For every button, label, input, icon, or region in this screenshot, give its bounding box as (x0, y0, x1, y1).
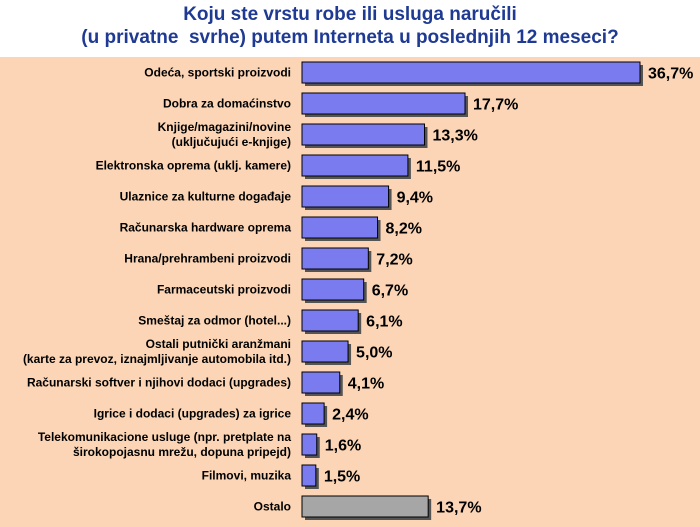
category-label: Smeštaj za odmor (hotel...) (138, 314, 291, 328)
bar (301, 92, 466, 115)
category-label: Računarski softver i njihovi dodaci (upg… (27, 376, 291, 390)
plot-area: 36,7% Odeća, sportski proizvodi 17,7% Dobra… (0, 57, 700, 527)
bar (301, 61, 641, 84)
data-label: 17,7% (473, 97, 518, 114)
bar (301, 247, 369, 270)
chart-title: Koju ste vrstu robe ili usluga naručili … (0, 0, 700, 56)
category-label: Računarska hardware oprema (120, 221, 292, 235)
data-label: 9,4% (397, 190, 433, 207)
bar (301, 464, 317, 487)
category-label: Knjige/magazini/novine (uključujući e-knj… (158, 120, 292, 149)
data-label: 13,7% (436, 500, 481, 517)
chart-title-line-1: Koju ste vrstu robe ili usluga naručili (183, 4, 517, 25)
category-label-line: Hrana/prehrambeni proizvodi (124, 252, 291, 266)
category-label: Ostalo (254, 500, 291, 514)
category-label-line: Ostali putnički aranžmani (146, 337, 291, 351)
bar (301, 185, 390, 208)
chart-title-line-2: (u privatne svrhe) putem Interneta u pos… (81, 27, 619, 48)
category-label-line: Telekomunikacione usluge (npr. pretplate… (38, 430, 291, 444)
category-label-line: (karte za prevoz, iznajmljivanje automob… (23, 352, 291, 366)
data-label: 36,7% (648, 66, 693, 83)
category-label: Ostali putnički aranžmani (karte za prevo… (23, 337, 291, 366)
bar (301, 154, 409, 177)
bar (301, 433, 318, 456)
bar-chart: 36,7% Odeća, sportski proizvodi 17,7% Dobra… (23, 61, 693, 520)
data-label: 8,2% (386, 221, 422, 238)
bar (301, 371, 341, 394)
data-label: 4,1% (348, 376, 384, 393)
category-label-line: Odeća, sportski proizvodi (144, 66, 291, 80)
category-label-line: Igrice i dodaci (upgrades) za igrice (94, 407, 292, 421)
category-label: Farmaceutski proizvodi (157, 283, 291, 297)
bar (301, 402, 325, 425)
category-label: Odeća, sportski proizvodi (144, 66, 291, 80)
category-label-line: Smeštaj za odmor (hotel...) (138, 314, 291, 328)
category-label-line: Računarska hardware oprema (120, 221, 292, 235)
category-label: Ulaznice za kulturne događaje (120, 190, 292, 204)
bar (301, 495, 429, 518)
bar (301, 216, 379, 239)
category-label-line: Dobra za domaćinstvo (163, 97, 291, 111)
data-label: 5,0% (356, 345, 392, 362)
data-label: 6,7% (372, 283, 408, 300)
bar (301, 309, 359, 332)
bar (301, 340, 349, 363)
category-label-line: Ulaznice za kulturne događaje (120, 190, 292, 204)
category-label-line: Elektronska oprema (uklj. kamere) (96, 159, 291, 173)
category-label-line: Farmaceutski proizvodi (157, 283, 291, 297)
data-label: 11,5% (416, 159, 460, 176)
category-label-line: Knjige/magazini/novine (158, 120, 292, 134)
category-label: Dobra za domaćinstvo (163, 97, 291, 111)
category-label-line: Računarski softver i njihovi dodaci (upg… (27, 376, 291, 390)
category-label: Igrice i dodaci (upgrades) za igrice (94, 407, 292, 421)
category-label: Filmovi, muzika (202, 469, 292, 483)
data-label: 2,4% (332, 407, 368, 424)
category-label-line: širokopojasnu mrežu, dopuna pripejd) (73, 445, 291, 459)
data-label: 1,6% (325, 438, 361, 455)
category-label-line: (uključujući e-knjige) (172, 135, 291, 149)
category-label-line: Filmovi, muzika (202, 469, 292, 483)
data-label: 13,3% (432, 128, 477, 145)
category-label: Hrana/prehrambeni proizvodi (124, 252, 291, 266)
bar (301, 278, 365, 301)
category-label: Telekomunikacione usluge (npr. pretplate… (38, 430, 291, 459)
category-label: Elektronska oprema (uklj. kamere) (96, 159, 291, 173)
bar (301, 123, 425, 146)
data-label: 7,2% (376, 252, 412, 269)
data-label: 6,1% (366, 314, 402, 331)
category-label-line: Ostalo (254, 500, 291, 514)
data-label: 1,5% (324, 469, 360, 486)
